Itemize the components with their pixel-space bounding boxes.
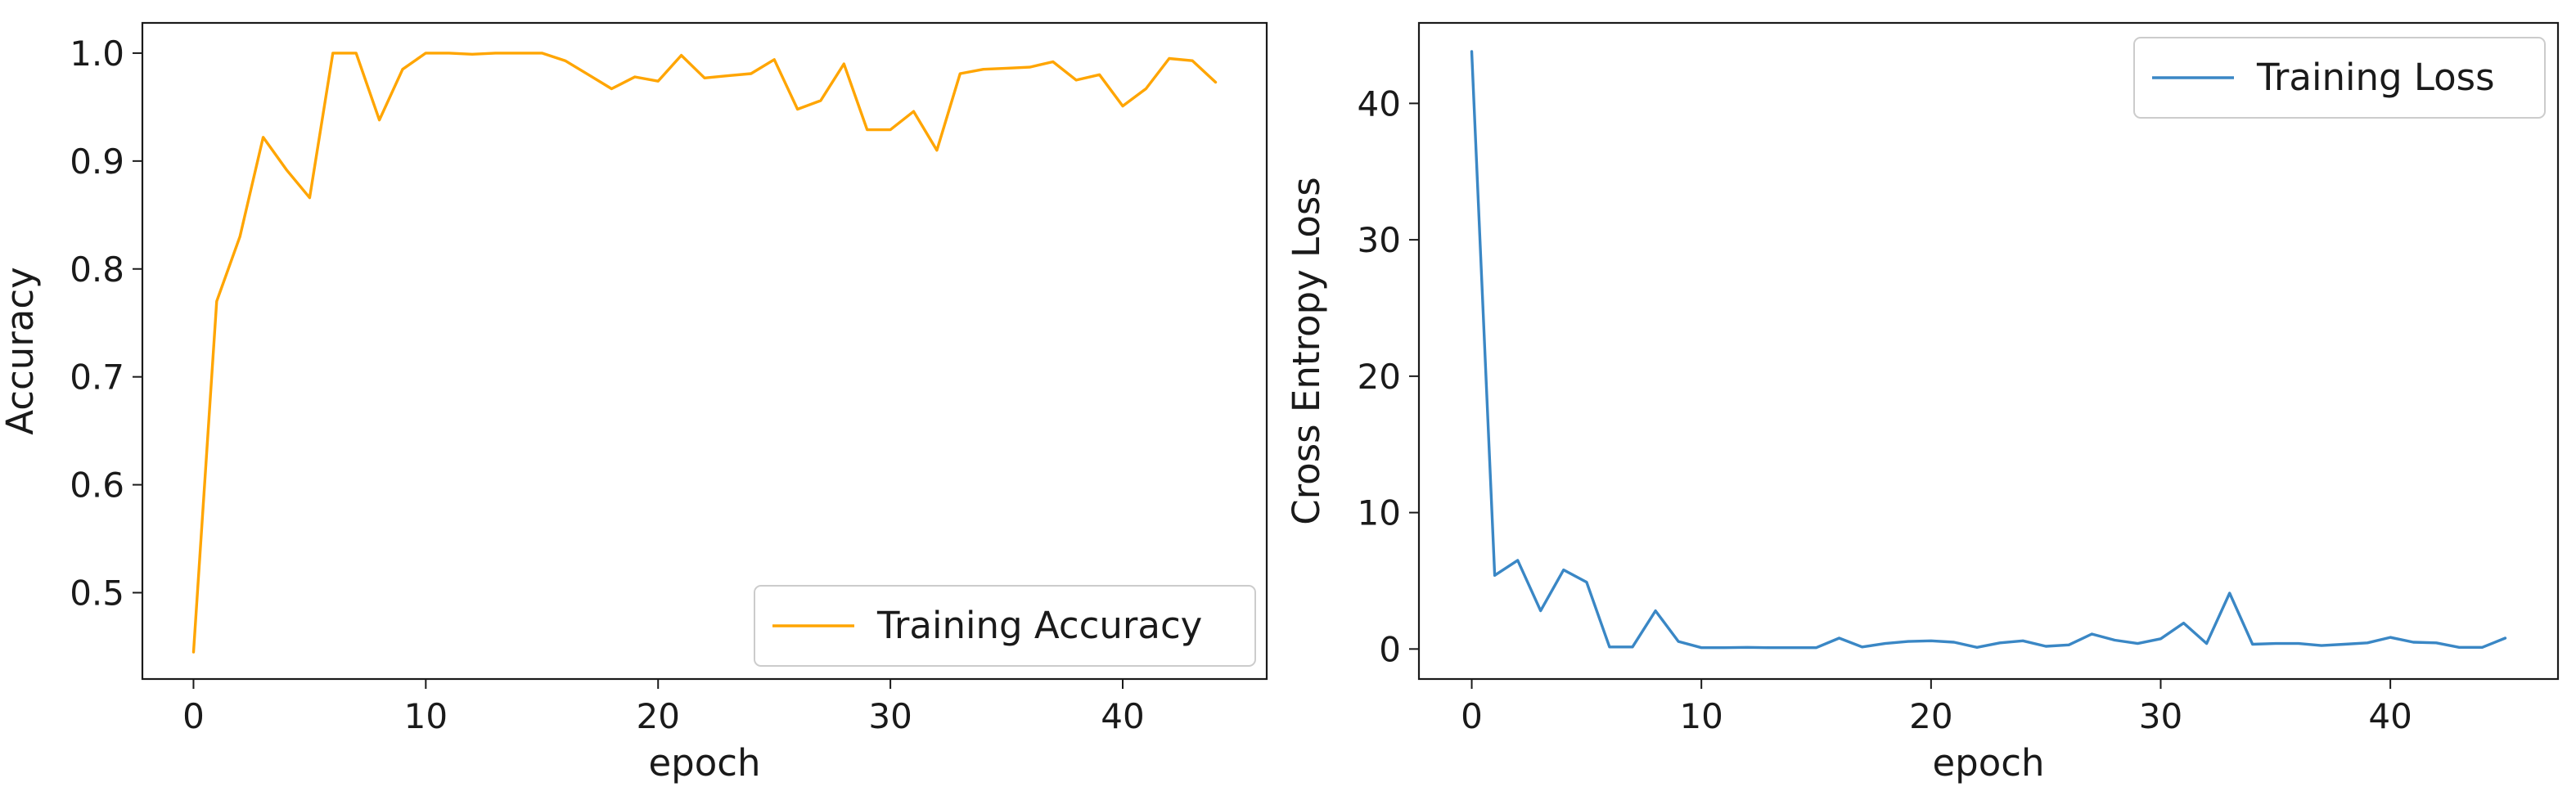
accuracy-x-tick-label: 20 bbox=[636, 696, 679, 736]
accuracy-y-tick-label: 1.0 bbox=[70, 34, 124, 74]
loss-x-tick-label: 20 bbox=[1909, 696, 1952, 736]
accuracy-y-tick-label: 0.9 bbox=[70, 142, 124, 182]
loss-legend-box bbox=[2133, 37, 2546, 119]
loss-y-tick-label: 40 bbox=[1358, 83, 1401, 124]
loss-y-tick-label: 30 bbox=[1358, 220, 1401, 260]
loss-x-tick-label: 30 bbox=[2139, 696, 2182, 736]
accuracy-x-tick-label: 30 bbox=[868, 696, 912, 736]
loss-y-tick-label: 0 bbox=[1379, 629, 1401, 669]
loss-x-tick-label: 40 bbox=[2368, 696, 2412, 736]
accuracy-series-line bbox=[191, 52, 1218, 654]
loss-x-tick-label: 10 bbox=[1679, 696, 1723, 736]
loss-y-tick-label: 20 bbox=[1358, 357, 1401, 397]
loss-y-tick-label: 10 bbox=[1358, 493, 1401, 533]
loss-x-tick-label: 0 bbox=[1461, 696, 1483, 736]
loss-legend-label: Training Loss bbox=[2256, 56, 2495, 99]
loss-chart: 0 10 20 30 40 0 10 20 30 40 epoch Cross Entropy Los… bbox=[1285, 21, 2560, 785]
accuracy-x-tick-label: 10 bbox=[404, 696, 448, 736]
accuracy-x-axis-label: epoch bbox=[648, 741, 760, 785]
accuracy-y-tick-label: 0.5 bbox=[70, 573, 124, 613]
accuracy-y-tick-label: 0.7 bbox=[70, 358, 124, 398]
accuracy-x-tick-label: 40 bbox=[1101, 696, 1144, 736]
accuracy-x-tick-label: 0 bbox=[182, 696, 205, 736]
accuracy-axes-frame bbox=[141, 21, 1268, 681]
accuracy-legend-box bbox=[754, 585, 1256, 667]
loss-y-axis-label: Cross Entropy Loss bbox=[1285, 177, 1328, 525]
accuracy-legend-label: Training Accuracy bbox=[876, 604, 1202, 647]
accuracy-y-tick-label: 0.6 bbox=[70, 465, 124, 506]
accuracy-y-tick-label: 0.8 bbox=[70, 250, 124, 290]
loss-axes-frame bbox=[1417, 21, 2560, 681]
loss-series-line bbox=[1470, 50, 2507, 650]
accuracy-y-axis-label: Accuracy bbox=[0, 267, 42, 434]
loss-x-axis-label: epoch bbox=[1932, 741, 2044, 785]
accuracy-chart: 0 10 20 30 40 0.5 0.6 0.7 0.8 0.9 1.0 epoch Accuracy… bbox=[0, 21, 1268, 785]
